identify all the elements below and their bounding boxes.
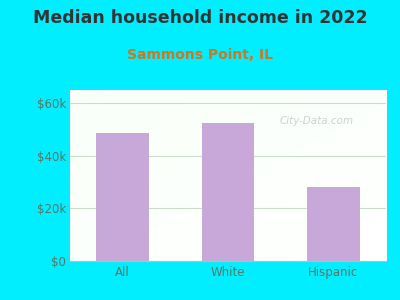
Text: Sammons Point, IL: Sammons Point, IL	[127, 48, 273, 62]
Text: City-Data.com: City-Data.com	[280, 116, 354, 126]
Bar	[96, 134, 149, 261]
Text: Median household income in 2022: Median household income in 2022	[33, 9, 367, 27]
Bar	[202, 123, 254, 261]
Bar	[307, 187, 360, 261]
